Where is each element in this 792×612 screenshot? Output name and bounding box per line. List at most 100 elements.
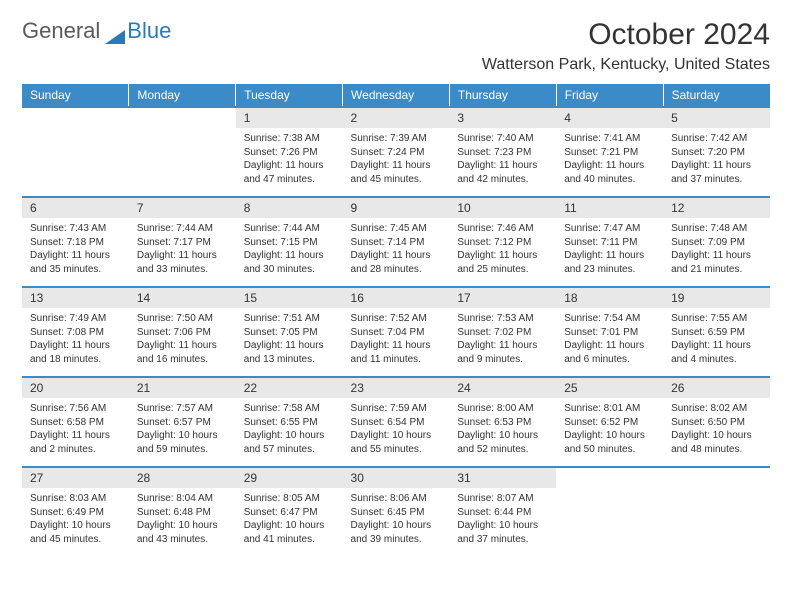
sunrise-line: Sunrise: 7:48 AM (671, 222, 764, 236)
day-body: Sunrise: 7:47 AMSunset: 7:11 PMDaylight:… (556, 218, 663, 280)
daylight-line: Daylight: 10 hours and 48 minutes. (671, 429, 764, 456)
daylight-line: Daylight: 10 hours and 55 minutes. (351, 429, 444, 456)
daylight-line: Daylight: 10 hours and 45 minutes. (30, 519, 123, 546)
logo-text-general: General (22, 18, 100, 44)
sunset-line: Sunset: 7:26 PM (244, 146, 337, 160)
sunset-line: Sunset: 7:11 PM (564, 236, 657, 250)
daylight-line: Daylight: 10 hours and 50 minutes. (564, 429, 657, 456)
day-body: Sunrise: 7:44 AMSunset: 7:17 PMDaylight:… (129, 218, 236, 280)
daylight-line: Daylight: 10 hours and 43 minutes. (137, 519, 230, 546)
day-number: 6 (22, 198, 129, 218)
calendar-cell: 11Sunrise: 7:47 AMSunset: 7:11 PMDayligh… (556, 197, 663, 287)
calendar-cell: 22Sunrise: 7:58 AMSunset: 6:55 PMDayligh… (236, 377, 343, 467)
day-number: 28 (129, 468, 236, 488)
day-body: Sunrise: 8:00 AMSunset: 6:53 PMDaylight:… (449, 398, 556, 460)
daylight-line: Daylight: 10 hours and 39 minutes. (351, 519, 444, 546)
calendar-cell: 17Sunrise: 7:53 AMSunset: 7:02 PMDayligh… (449, 287, 556, 377)
sunrise-line: Sunrise: 8:00 AM (457, 402, 550, 416)
day-number: 20 (22, 378, 129, 398)
logo: General Blue (22, 18, 171, 44)
calendar-cell: 12Sunrise: 7:48 AMSunset: 7:09 PMDayligh… (663, 197, 770, 287)
sunrise-line: Sunrise: 7:53 AM (457, 312, 550, 326)
sunrise-line: Sunrise: 7:56 AM (30, 402, 123, 416)
sunset-line: Sunset: 6:44 PM (457, 506, 550, 520)
day-number: 15 (236, 288, 343, 308)
calendar-cell: 26Sunrise: 8:02 AMSunset: 6:50 PMDayligh… (663, 377, 770, 467)
sunrise-line: Sunrise: 7:45 AM (351, 222, 444, 236)
sunrise-line: Sunrise: 7:52 AM (351, 312, 444, 326)
day-body: Sunrise: 7:53 AMSunset: 7:02 PMDaylight:… (449, 308, 556, 370)
day-body: Sunrise: 7:42 AMSunset: 7:20 PMDaylight:… (663, 128, 770, 190)
day-number: 31 (449, 468, 556, 488)
sunrise-line: Sunrise: 7:38 AM (244, 132, 337, 146)
daylight-line: Daylight: 11 hours and 33 minutes. (137, 249, 230, 276)
sunrise-line: Sunrise: 7:42 AM (671, 132, 764, 146)
calendar-cell: 14Sunrise: 7:50 AMSunset: 7:06 PMDayligh… (129, 287, 236, 377)
day-number: 11 (556, 198, 663, 218)
day-number: 19 (663, 288, 770, 308)
daylight-line: Daylight: 11 hours and 25 minutes. (457, 249, 550, 276)
sunset-line: Sunset: 6:57 PM (137, 416, 230, 430)
sunset-line: Sunset: 7:01 PM (564, 326, 657, 340)
day-body: Sunrise: 7:44 AMSunset: 7:15 PMDaylight:… (236, 218, 343, 280)
sunrise-line: Sunrise: 8:03 AM (30, 492, 123, 506)
title-block: October 2024 Watterson Park, Kentucky, U… (482, 18, 770, 74)
sunset-line: Sunset: 7:14 PM (351, 236, 444, 250)
sunrise-line: Sunrise: 7:54 AM (564, 312, 657, 326)
calendar-cell: 5Sunrise: 7:42 AMSunset: 7:20 PMDaylight… (663, 107, 770, 197)
daylight-line: Daylight: 10 hours and 52 minutes. (457, 429, 550, 456)
sunrise-line: Sunrise: 7:58 AM (244, 402, 337, 416)
day-number: 17 (449, 288, 556, 308)
day-body: Sunrise: 7:57 AMSunset: 6:57 PMDaylight:… (129, 398, 236, 460)
sunrise-line: Sunrise: 7:39 AM (351, 132, 444, 146)
sunset-line: Sunset: 6:58 PM (30, 416, 123, 430)
sunrise-line: Sunrise: 7:55 AM (671, 312, 764, 326)
sunset-line: Sunset: 7:17 PM (137, 236, 230, 250)
daylight-line: Daylight: 11 hours and 16 minutes. (137, 339, 230, 366)
daylight-line: Daylight: 11 hours and 4 minutes. (671, 339, 764, 366)
sunrise-line: Sunrise: 8:01 AM (564, 402, 657, 416)
sunset-line: Sunset: 7:04 PM (351, 326, 444, 340)
day-number: 24 (449, 378, 556, 398)
calendar-head: SundayMondayTuesdayWednesdayThursdayFrid… (22, 84, 770, 107)
day-number: 7 (129, 198, 236, 218)
sunrise-line: Sunrise: 7:44 AM (244, 222, 337, 236)
calendar-cell: 3Sunrise: 7:40 AMSunset: 7:23 PMDaylight… (449, 107, 556, 197)
sunset-line: Sunset: 7:23 PM (457, 146, 550, 160)
daylight-line: Daylight: 10 hours and 37 minutes. (457, 519, 550, 546)
day-body: Sunrise: 8:04 AMSunset: 6:48 PMDaylight:… (129, 488, 236, 550)
calendar-cell: 9Sunrise: 7:45 AMSunset: 7:14 PMDaylight… (343, 197, 450, 287)
calendar-cell: 29Sunrise: 8:05 AMSunset: 6:47 PMDayligh… (236, 467, 343, 557)
day-body: Sunrise: 8:01 AMSunset: 6:52 PMDaylight:… (556, 398, 663, 460)
calendar-cell: 1Sunrise: 7:38 AMSunset: 7:26 PMDaylight… (236, 107, 343, 197)
day-number: 22 (236, 378, 343, 398)
sunset-line: Sunset: 7:12 PM (457, 236, 550, 250)
day-body: Sunrise: 7:56 AMSunset: 6:58 PMDaylight:… (22, 398, 129, 460)
day-number: 21 (129, 378, 236, 398)
sunrise-line: Sunrise: 7:47 AM (564, 222, 657, 236)
daylight-line: Daylight: 11 hours and 28 minutes. (351, 249, 444, 276)
calendar-body: ....1Sunrise: 7:38 AMSunset: 7:26 PMDayl… (22, 107, 770, 557)
day-body: Sunrise: 7:40 AMSunset: 7:23 PMDaylight:… (449, 128, 556, 190)
calendar-cell: 27Sunrise: 8:03 AMSunset: 6:49 PMDayligh… (22, 467, 129, 557)
day-number: 10 (449, 198, 556, 218)
sunrise-line: Sunrise: 7:40 AM (457, 132, 550, 146)
sunrise-line: Sunrise: 8:07 AM (457, 492, 550, 506)
calendar-cell: 2Sunrise: 7:39 AMSunset: 7:24 PMDaylight… (343, 107, 450, 197)
day-body: Sunrise: 7:59 AMSunset: 6:54 PMDaylight:… (343, 398, 450, 460)
day-body: Sunrise: 7:46 AMSunset: 7:12 PMDaylight:… (449, 218, 556, 280)
sunrise-line: Sunrise: 7:41 AM (564, 132, 657, 146)
calendar-cell: 18Sunrise: 7:54 AMSunset: 7:01 PMDayligh… (556, 287, 663, 377)
day-number: 5 (663, 108, 770, 128)
calendar-cell: 10Sunrise: 7:46 AMSunset: 7:12 PMDayligh… (449, 197, 556, 287)
day-number: 27 (22, 468, 129, 488)
month-title: October 2024 (482, 18, 770, 52)
day-body: Sunrise: 7:43 AMSunset: 7:18 PMDaylight:… (22, 218, 129, 280)
calendar-cell: 6Sunrise: 7:43 AMSunset: 7:18 PMDaylight… (22, 197, 129, 287)
daylight-line: Daylight: 10 hours and 59 minutes. (137, 429, 230, 456)
calendar-cell: 7Sunrise: 7:44 AMSunset: 7:17 PMDaylight… (129, 197, 236, 287)
sunset-line: Sunset: 6:48 PM (137, 506, 230, 520)
day-body: Sunrise: 7:41 AMSunset: 7:21 PMDaylight:… (556, 128, 663, 190)
day-header: Saturday (663, 84, 770, 107)
calendar-table: SundayMondayTuesdayWednesdayThursdayFrid… (22, 84, 770, 557)
